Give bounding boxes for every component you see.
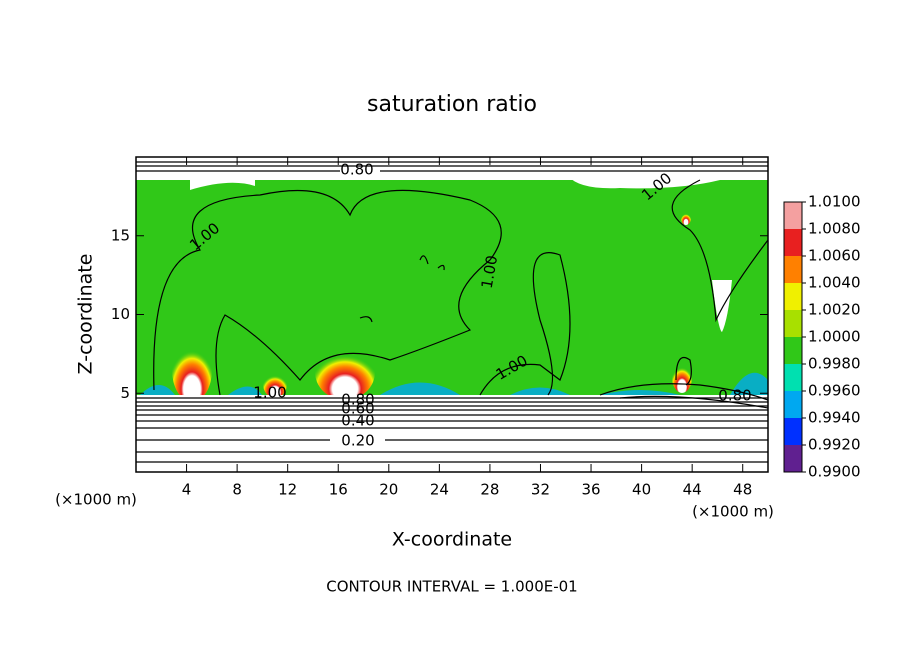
hot-spot [172, 338, 212, 402]
colorbar-swatch [784, 283, 802, 310]
lower-band [136, 395, 768, 472]
contour-label: 0.40 [341, 412, 374, 430]
field [136, 157, 768, 472]
x-tick-label: 8 [232, 481, 242, 499]
x-tick-label: 40 [632, 481, 651, 499]
colorbar-swatch [784, 229, 802, 256]
y-tick-label: 10 [111, 305, 130, 323]
colorbar-label: 1.0040 [808, 274, 861, 292]
y-tick-label: 15 [111, 226, 130, 244]
x-tick-label: 36 [581, 481, 600, 499]
y-tick-label: 5 [120, 384, 130, 402]
colorbar-swatch [784, 256, 802, 283]
colorbar-swatch [784, 418, 802, 445]
colorbar-label: 0.9980 [808, 355, 861, 373]
dry-patch [712, 280, 732, 332]
y-axis-title: Z-coordinate [75, 254, 97, 375]
top-band [136, 157, 768, 180]
colorbar-label: 1.0000 [808, 328, 861, 346]
colorbar-label: 1.0080 [808, 220, 861, 238]
colorbar-label: 0.9920 [808, 436, 861, 454]
x-tick-label: 24 [430, 481, 449, 499]
x-unit-label: (×1000 m) [55, 491, 137, 509]
hot-spot [263, 370, 287, 398]
x-tick-label: 20 [379, 481, 398, 499]
contour-label: 1.00 [253, 384, 286, 402]
colorbar-swatch [784, 391, 802, 418]
contour-label: 0.80 [718, 387, 751, 405]
x-tick-label: 4 [182, 481, 192, 499]
colorbar-label: 1.0060 [808, 247, 861, 265]
colorbar-swatch [784, 202, 802, 229]
contour-label: 1.00 [478, 254, 502, 290]
hot-spot [672, 361, 692, 393]
x-tick-label: 48 [733, 481, 752, 499]
contour-note: CONTOUR INTERVAL = 1.000E-01 [326, 578, 577, 596]
x-tick-label: 16 [329, 481, 348, 499]
colorbar-label: 1.0020 [808, 301, 861, 319]
contour-lines [136, 161, 768, 463]
hot-spot [681, 211, 691, 225]
contour-label: 0.20 [341, 432, 374, 450]
x-axis-title: X-coordinate [392, 529, 512, 551]
chart-title: saturation ratio [367, 92, 537, 117]
colorbar-swatch [784, 445, 802, 472]
colorbar-label: 1.0100 [808, 193, 861, 211]
colorbar-label: 0.9900 [808, 463, 861, 481]
colorbar-label: 0.9960 [808, 382, 861, 400]
x-tick-label: 28 [480, 481, 499, 499]
colorbar-swatch [784, 310, 802, 337]
colorbar-label: 0.9940 [808, 409, 861, 427]
x-tick-label: 44 [683, 481, 702, 499]
contour-label: 0.80 [341, 391, 374, 409]
hot-spot [315, 344, 375, 400]
x-tick-label: 12 [278, 481, 297, 499]
contour-label: 0.80 [340, 161, 373, 179]
x-unit-label: (×1000 m) [692, 503, 774, 521]
field-green [136, 172, 768, 395]
x-tick-label: 32 [531, 481, 550, 499]
contour-label: 0.60 [341, 400, 374, 418]
colorbar-swatch [784, 337, 802, 364]
colorbar-swatch [784, 364, 802, 391]
